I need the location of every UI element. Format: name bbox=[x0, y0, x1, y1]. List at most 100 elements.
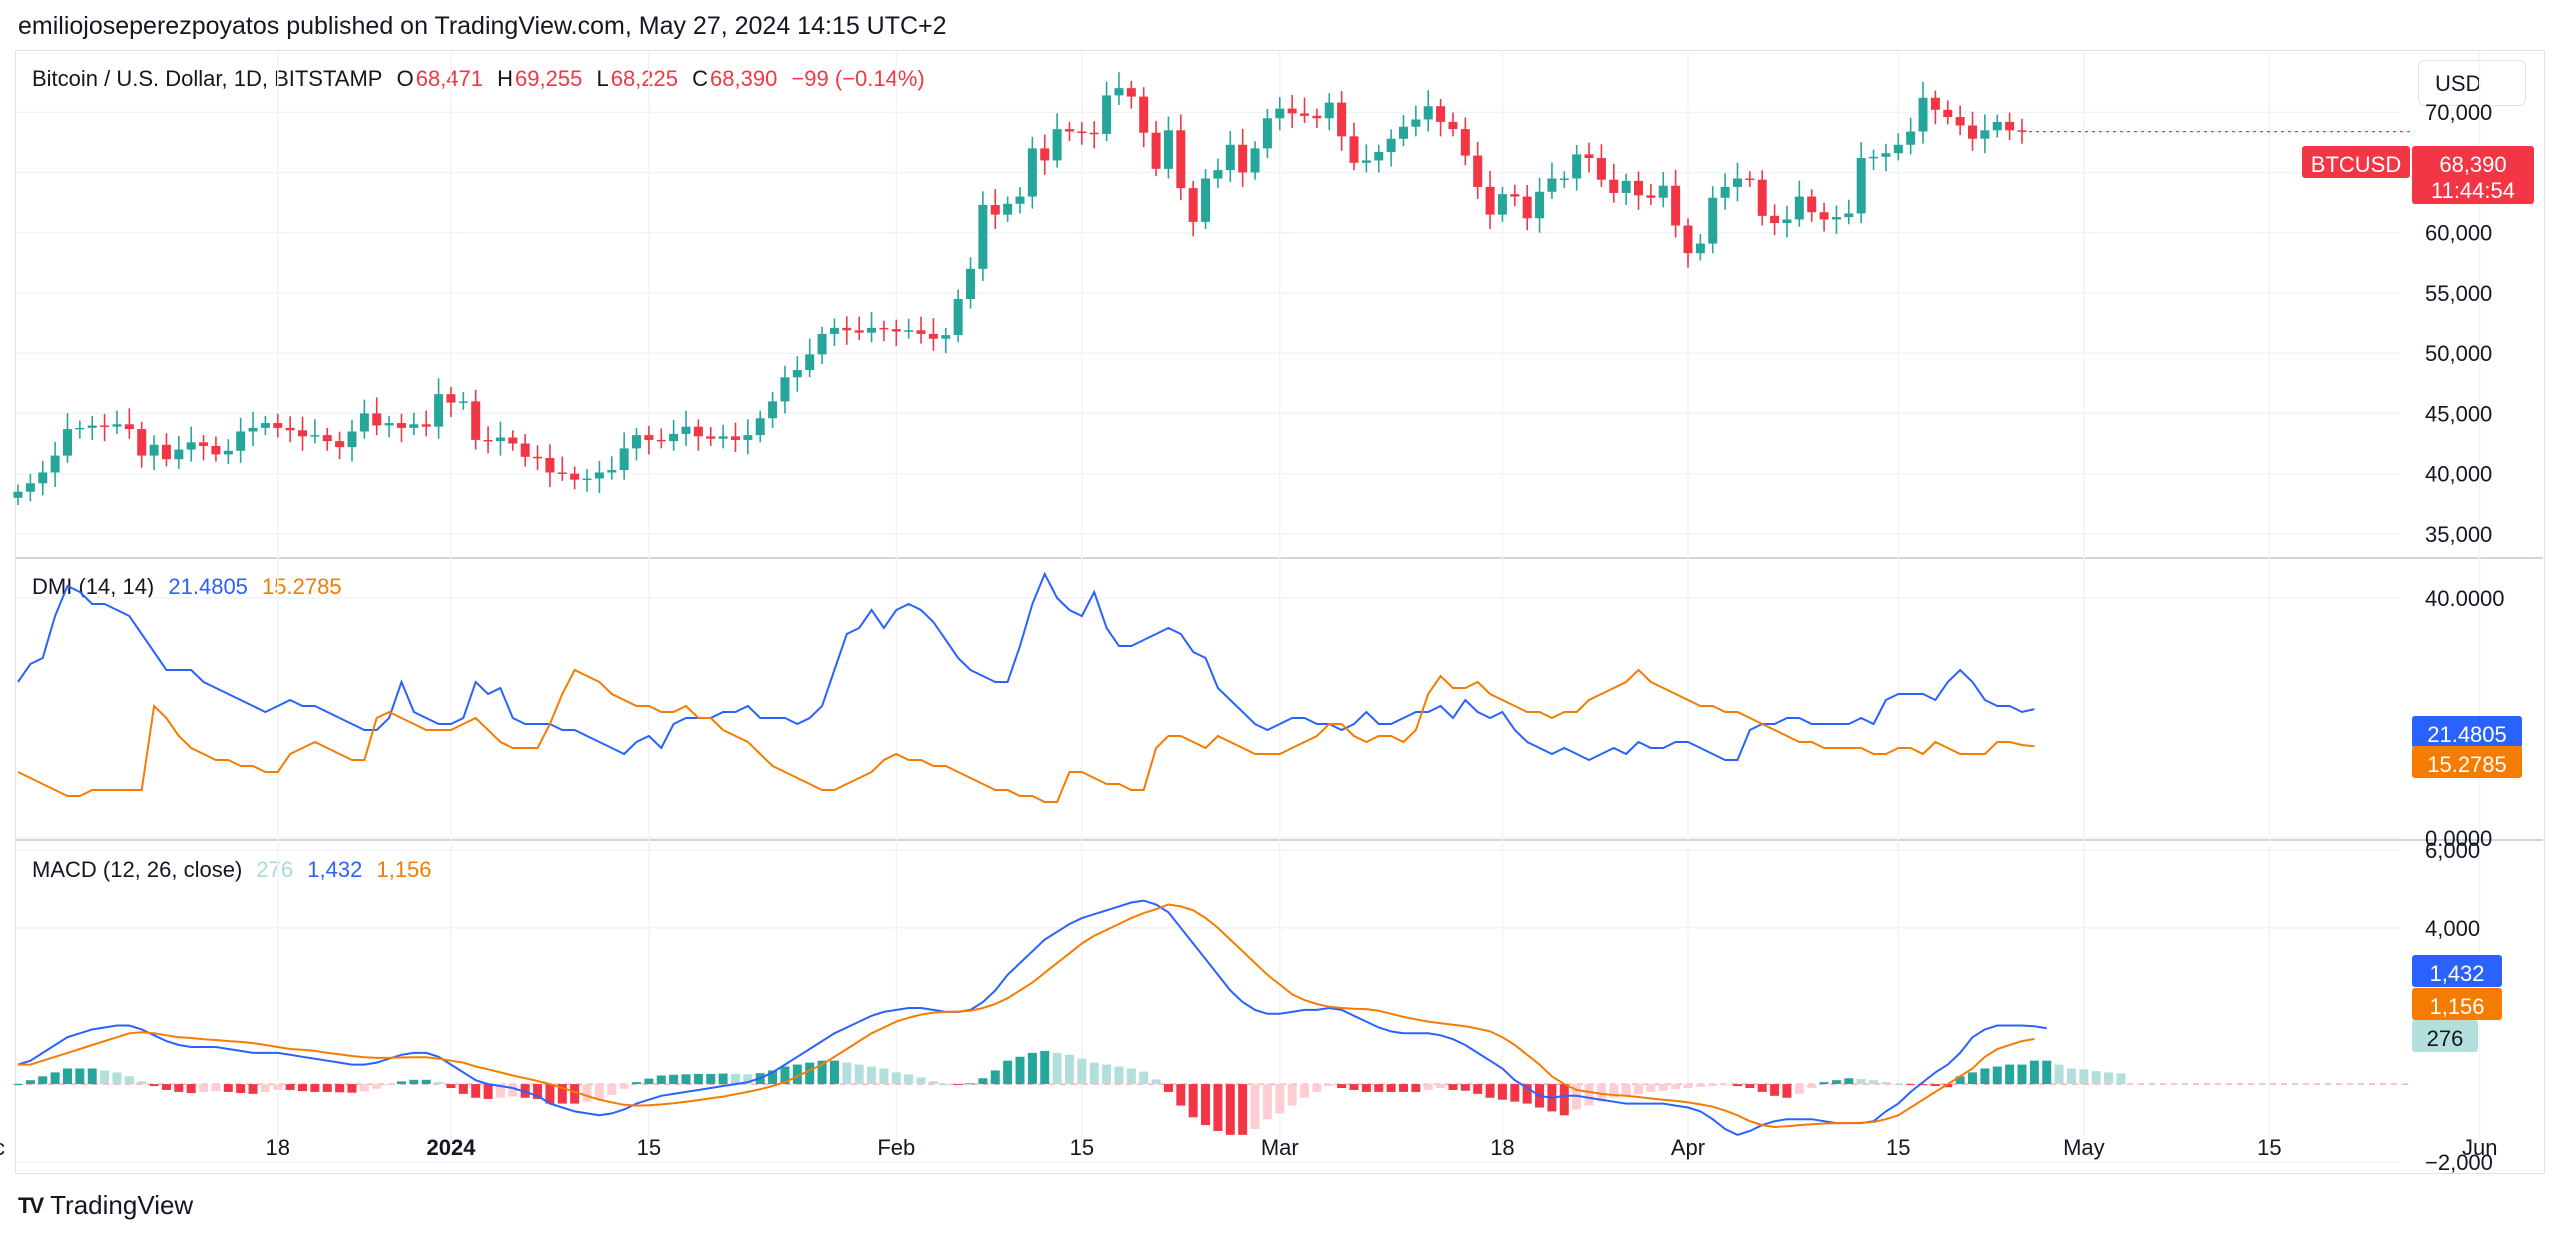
candle-body bbox=[62, 429, 72, 456]
macd-hist-bar bbox=[1807, 1084, 1817, 1088]
candle-body bbox=[904, 330, 914, 332]
macd-hist-bar bbox=[1893, 1084, 1903, 1086]
macd-badge-text: 1,432 bbox=[2429, 961, 2484, 986]
dmi-label: DMI (14, 14) bbox=[32, 574, 155, 599]
macd-hist-bar bbox=[1064, 1054, 1074, 1085]
dmi-minus-line bbox=[17, 668, 2035, 803]
candle-body bbox=[978, 205, 988, 269]
currency-button[interactable]: USD bbox=[2418, 60, 2526, 106]
dmi-minus-badge bbox=[2412, 746, 2522, 778]
y-tick-label: 40,000 bbox=[2425, 462, 2492, 487]
macd-hist-bar bbox=[421, 1079, 431, 1085]
candle-body bbox=[1238, 144, 1248, 173]
macd-hist-bar bbox=[1077, 1058, 1087, 1085]
macd-hist-bar bbox=[570, 1084, 580, 1104]
candle-body bbox=[508, 437, 518, 444]
macd-hist-bar bbox=[2054, 1064, 2064, 1085]
macd-line bbox=[17, 899, 2047, 1136]
candle-body bbox=[1188, 188, 1198, 222]
candle-body bbox=[1436, 106, 1446, 122]
macd-hist-bar bbox=[1411, 1084, 1421, 1092]
macd-hist-bar bbox=[904, 1074, 914, 1085]
y-tick-label: 45,000 bbox=[2425, 401, 2492, 426]
hist-badge-text: 276 bbox=[2427, 1026, 2464, 1051]
publish-header: emiliojoseperezpoyatos published on Trad… bbox=[18, 12, 947, 40]
macd-hist-bar bbox=[409, 1079, 419, 1085]
candle-body bbox=[25, 483, 35, 492]
x-tick-label: Mar bbox=[1261, 1135, 1299, 1160]
macd-hist-bar bbox=[1955, 1076, 1965, 1085]
macd-hist-bar bbox=[730, 1073, 740, 1085]
macd-hist-bar bbox=[607, 1084, 617, 1096]
candle-body bbox=[1151, 132, 1161, 169]
macd-hist-bar bbox=[2029, 1060, 2039, 1085]
open-label: O bbox=[396, 66, 414, 91]
candle-body bbox=[1139, 96, 1149, 133]
candle-body bbox=[1324, 102, 1334, 119]
macd-hist-bar bbox=[1151, 1079, 1161, 1085]
x-tick-label: May bbox=[2063, 1135, 2105, 1160]
y-tick-label: 60,000 bbox=[2425, 221, 2492, 246]
macd-hist-bar bbox=[1423, 1084, 1433, 1090]
y-tick-label: −2,000 bbox=[2425, 1150, 2493, 1175]
macd-hist-bar bbox=[681, 1074, 691, 1085]
macd-hist-bar bbox=[260, 1084, 270, 1092]
candle-body bbox=[1955, 117, 1965, 126]
macd-hist-bar bbox=[458, 1084, 468, 1094]
macd-value: 1,432 bbox=[307, 857, 363, 882]
macd-hist-bar bbox=[1522, 1084, 1532, 1104]
candle-body bbox=[1275, 108, 1285, 119]
macd-hist-bar bbox=[1906, 1084, 1916, 1086]
macd-hist-bar bbox=[1201, 1084, 1211, 1126]
candle-body bbox=[100, 425, 110, 427]
candle-body bbox=[1584, 154, 1594, 159]
candle-body bbox=[2005, 121, 2015, 131]
macd-hist-bar bbox=[2066, 1068, 2076, 1085]
signal-badge-text: 1,156 bbox=[2429, 994, 2484, 1019]
candle-body bbox=[1559, 178, 1569, 180]
candle-body bbox=[322, 435, 332, 442]
candle-body bbox=[953, 298, 963, 336]
macd-hist-bar bbox=[693, 1073, 703, 1085]
footer-brand: TradingView bbox=[50, 1190, 194, 1220]
candle-body bbox=[174, 449, 184, 460]
macd-hist-bar bbox=[1671, 1084, 1681, 1090]
macd-hist-bar bbox=[582, 1084, 592, 1102]
candle-body bbox=[161, 444, 171, 460]
candle-body bbox=[1930, 97, 1940, 110]
macd-hist-bar bbox=[978, 1078, 988, 1085]
macd-hist-bar bbox=[990, 1070, 1000, 1085]
candle-body bbox=[1943, 109, 1953, 118]
macd-hist-bar bbox=[1027, 1052, 1037, 1085]
macd-hist-bar bbox=[62, 1068, 72, 1085]
candle-body bbox=[1398, 126, 1408, 139]
x-tick-label: 15 bbox=[1070, 1135, 1094, 1160]
x-tick-label: 15 bbox=[637, 1135, 661, 1160]
high-label: H bbox=[497, 66, 514, 91]
candle-body bbox=[471, 401, 481, 440]
candle-body bbox=[1163, 130, 1173, 169]
macd-hist-bar bbox=[1646, 1084, 1656, 1092]
btc-price-badge-text: 68,390 bbox=[2439, 152, 2506, 177]
candle-body bbox=[87, 425, 97, 428]
low-value: 68,225 bbox=[610, 66, 678, 91]
candle-body bbox=[966, 268, 976, 299]
candle-body bbox=[1695, 243, 1705, 254]
macd-hist-bar bbox=[1139, 1071, 1149, 1085]
candle-body bbox=[1497, 194, 1507, 215]
candle-body bbox=[941, 335, 951, 339]
candle-body bbox=[1671, 185, 1681, 226]
macd-hist-bar bbox=[1844, 1078, 1854, 1085]
candle-body bbox=[199, 442, 209, 446]
candle-body bbox=[582, 478, 592, 480]
candle-body bbox=[545, 458, 555, 473]
macd-hist-bar bbox=[557, 1084, 567, 1104]
macd-hist-bar bbox=[335, 1084, 345, 1093]
candle-body bbox=[310, 435, 320, 437]
macd-hist-bar bbox=[1436, 1084, 1446, 1088]
candle-body bbox=[1770, 215, 1780, 224]
candle-body bbox=[75, 427, 85, 430]
candle-body bbox=[1708, 197, 1718, 244]
candle-body bbox=[805, 354, 815, 371]
y-tick-label: 40.0000 bbox=[2425, 586, 2505, 611]
